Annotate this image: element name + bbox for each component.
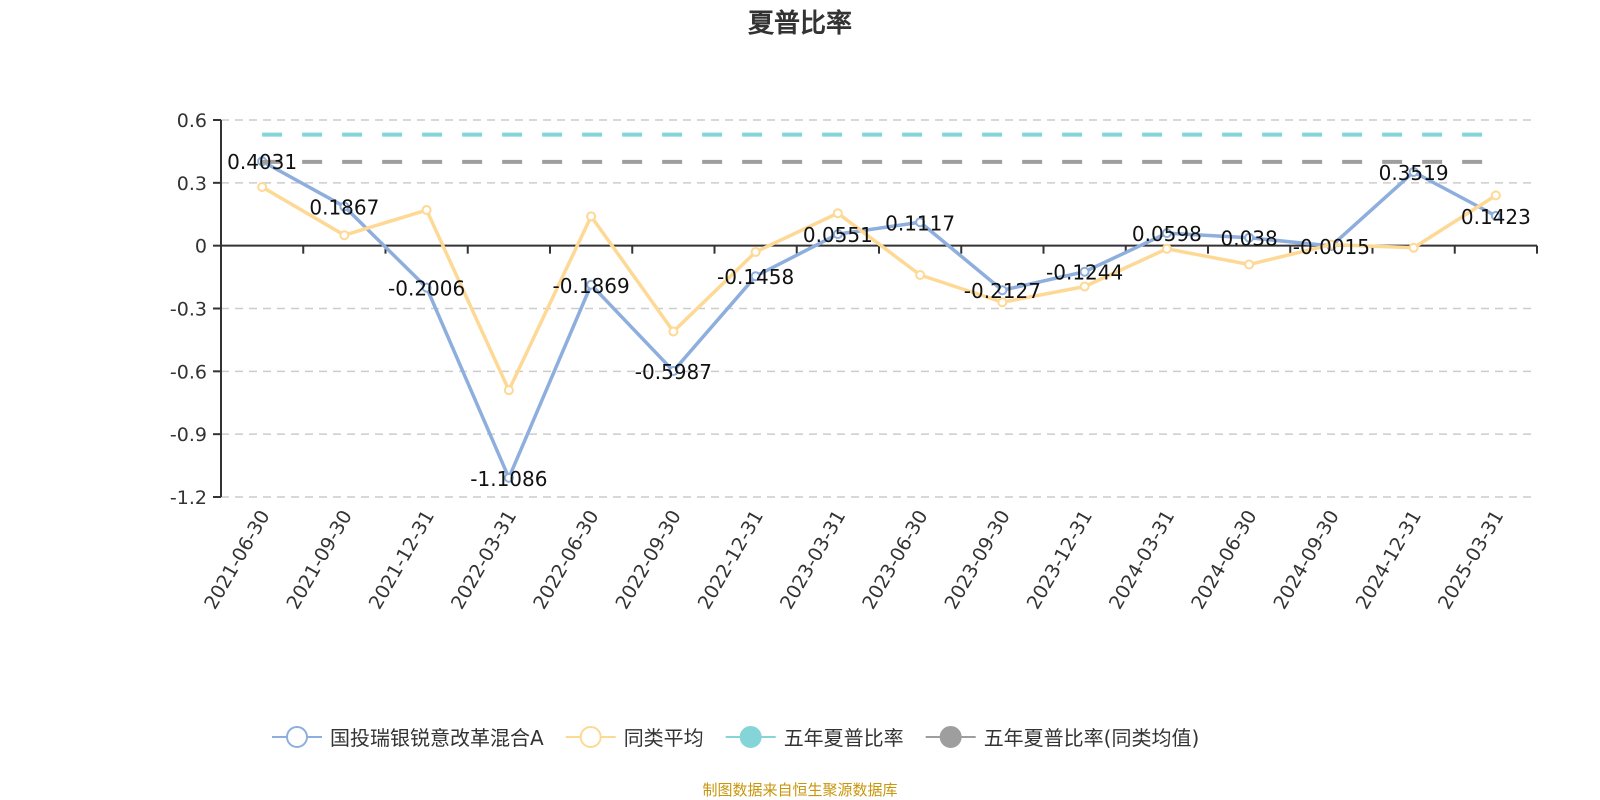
x-tick-label: 2024-06-30 <box>1187 507 1261 614</box>
legend-label: 同类平均 <box>624 726 704 750</box>
data-label: 0.4031 <box>227 150 297 174</box>
legend-marker-icon <box>286 726 308 748</box>
x-tick-label: 2021-12-31 <box>365 507 439 614</box>
data-point <box>668 326 679 337</box>
chart-title: 夏普比率 <box>748 8 852 39</box>
legend-item-1: 同类平均 <box>565 726 704 750</box>
data-point <box>421 205 432 216</box>
data-point <box>1244 232 1255 243</box>
x-tick-label: 2022-12-31 <box>694 507 768 614</box>
data-point <box>1161 228 1172 239</box>
data-point <box>1161 243 1172 254</box>
data-label: -0.2006 <box>388 277 465 301</box>
data-point <box>1408 166 1419 177</box>
data-point <box>915 269 926 280</box>
x-tick-label: 2021-06-30 <box>200 507 274 614</box>
x-tick-label: 2025-03-31 <box>1434 507 1508 614</box>
data-point <box>668 366 679 377</box>
data-label: 0.0598 <box>1132 222 1202 246</box>
data-point <box>586 211 597 222</box>
data-point <box>997 285 1008 296</box>
data-point <box>750 271 761 282</box>
legend-item-0: 国投瑞银锐意改革混合A <box>272 726 544 750</box>
data-label: 0.0551 <box>803 223 873 247</box>
data-point <box>1079 266 1090 277</box>
y-tick-label: -0.9 <box>170 424 207 446</box>
x-tick-label: 2021-09-30 <box>282 507 356 614</box>
data-point <box>586 279 597 290</box>
legend-marker-icon <box>579 726 602 748</box>
x-tick-label: 2024-09-30 <box>1269 507 1343 614</box>
x-tick-label: 2023-06-30 <box>858 507 932 614</box>
x-tick-label: 2022-06-30 <box>529 507 603 614</box>
data-point <box>503 472 514 483</box>
y-tick-label: 0.3 <box>177 173 207 195</box>
data-label: -0.5987 <box>635 360 712 384</box>
data-point <box>1490 190 1501 201</box>
data-label: -0.1244 <box>1046 261 1123 285</box>
data-label: 0.1423 <box>1461 205 1531 229</box>
data-point <box>1244 259 1255 270</box>
data-label: -0.0015 <box>1293 235 1370 259</box>
data-point <box>503 385 514 396</box>
y-tick-label: -1.2 <box>170 487 207 509</box>
legend-item-3: 五年夏普比率(同类均值) <box>925 726 1200 750</box>
data-label: 0.1117 <box>885 211 955 235</box>
data-point <box>1490 210 1501 221</box>
x-tick-label: 2022-09-30 <box>611 507 685 614</box>
data-point <box>1079 281 1090 292</box>
series-line-1 <box>261 185 1497 395</box>
x-tick-label: 2023-03-31 <box>776 507 850 614</box>
legend-item-2: 五年夏普比率 <box>725 726 904 750</box>
data-point <box>421 282 432 293</box>
data-point <box>1326 239 1337 250</box>
series-line-0 <box>261 159 1497 483</box>
x-tick-label: 2023-09-30 <box>940 507 1014 614</box>
data-label: 0.1867 <box>309 196 379 220</box>
data-point <box>750 246 761 257</box>
data-label: -0.1458 <box>717 265 794 289</box>
data-label: -1.1086 <box>470 467 547 491</box>
x-tick-label: 2024-12-31 <box>1352 507 1426 614</box>
data-label: -0.1869 <box>553 274 630 298</box>
legend-marker-icon <box>939 726 962 748</box>
data-label: -0.2127 <box>964 279 1041 303</box>
y-tick-label: 0 <box>195 236 207 258</box>
x-tick-label: 2024-03-31 <box>1105 507 1179 614</box>
data-point <box>832 229 843 240</box>
y-tick-label: 0.6 <box>177 110 207 132</box>
data-point <box>257 182 268 193</box>
data-point <box>997 297 1008 308</box>
legend-label: 国投瑞银锐意改革混合A <box>330 726 544 750</box>
data-point <box>1408 242 1419 253</box>
data-point <box>339 230 350 241</box>
data-point <box>832 208 843 219</box>
data-source: 制图数据来自恒生聚源数据库 <box>702 781 897 799</box>
legend-label: 五年夏普比率 <box>784 726 904 750</box>
data-label: 0.038 <box>1220 227 1277 251</box>
legend-marker-icon <box>739 726 762 748</box>
y-tick-label: -0.3 <box>170 299 207 321</box>
y-tick-label: -0.6 <box>170 361 207 383</box>
data-point <box>339 201 350 212</box>
legend-label: 五年夏普比率(同类均值) <box>984 726 1200 750</box>
data-label: 0.3519 <box>1379 161 1449 185</box>
x-tick-label: 2023-12-31 <box>1023 507 1097 614</box>
x-tick-label: 2022-03-31 <box>447 507 521 614</box>
data-point <box>915 217 926 228</box>
